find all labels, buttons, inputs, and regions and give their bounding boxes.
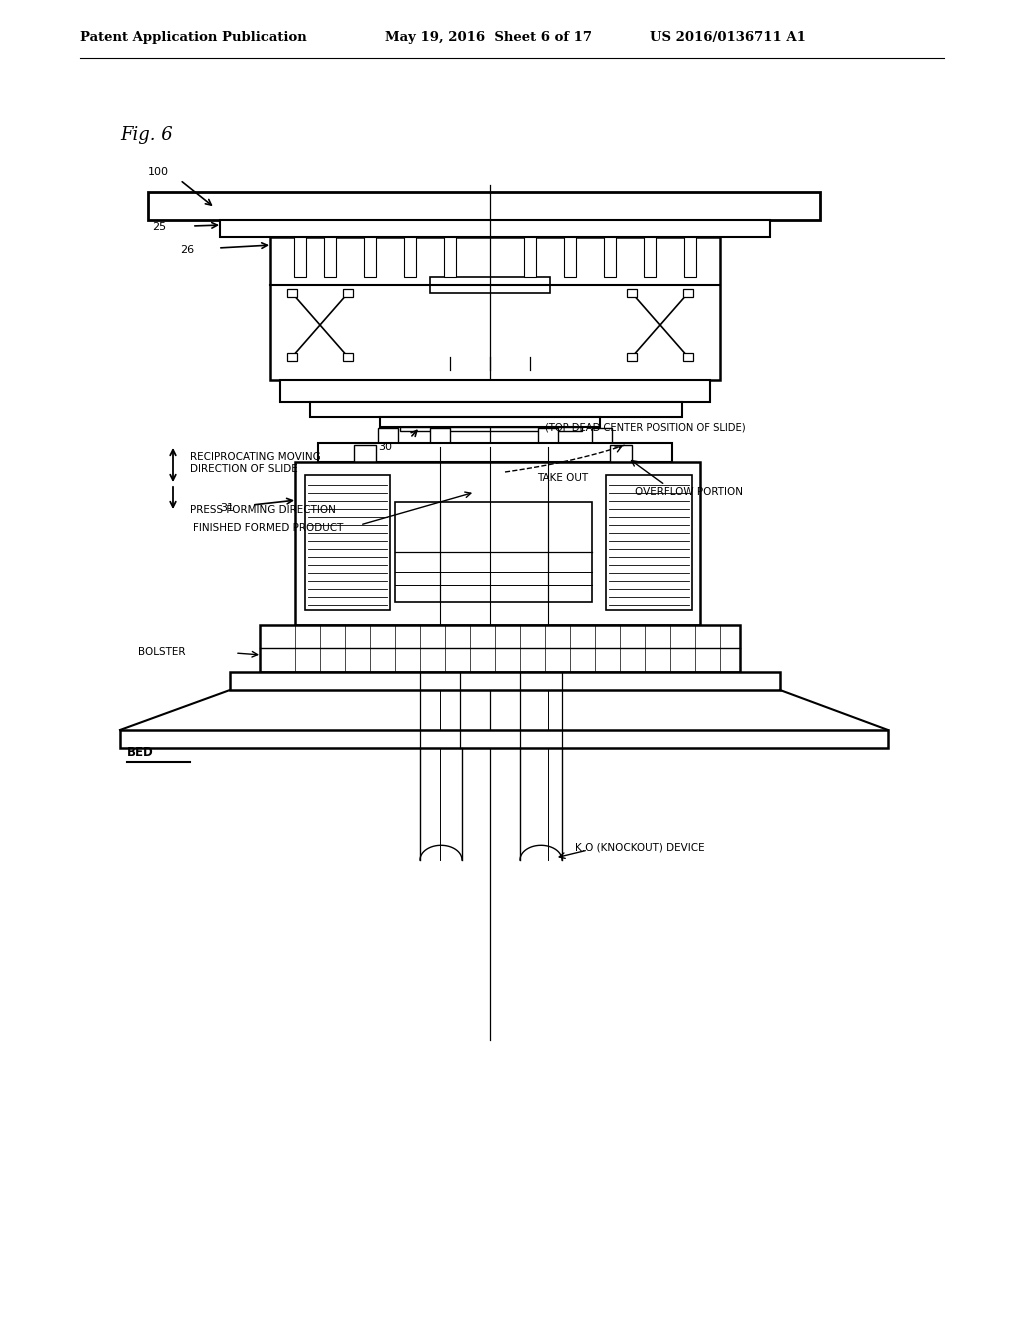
Text: BOLSTER: BOLSTER [138, 647, 185, 657]
Bar [444, 238, 456, 277]
Text: Fig. 6: Fig. 6 [120, 125, 173, 144]
Bar [270, 238, 720, 380]
Bar [627, 352, 637, 360]
Bar [538, 428, 558, 444]
Text: OVERFLOW PORTION: OVERFLOW PORTION [635, 487, 743, 498]
Bar [318, 444, 672, 462]
Bar [627, 289, 637, 297]
Text: 26: 26 [180, 246, 195, 255]
Text: Patent Application Publication: Patent Application Publication [80, 30, 307, 44]
Bar [280, 380, 710, 403]
Bar [148, 191, 820, 220]
Bar [684, 238, 696, 277]
Bar [610, 445, 632, 462]
Text: 25: 25 [152, 222, 166, 232]
Bar [683, 289, 693, 297]
Bar [343, 352, 353, 360]
Bar [380, 417, 600, 426]
Bar [524, 238, 536, 277]
Text: DIRECTION OF SLIDE: DIRECTION OF SLIDE [190, 465, 298, 474]
Bar [324, 238, 336, 277]
Bar [644, 238, 656, 277]
Text: May 19, 2016  Sheet 6 of 17: May 19, 2016 Sheet 6 of 17 [385, 30, 592, 44]
Bar [395, 475, 590, 492]
Bar [564, 238, 575, 277]
Bar [604, 238, 616, 277]
Bar [343, 289, 353, 297]
Text: BED: BED [127, 746, 154, 759]
Bar [220, 220, 770, 238]
Bar [364, 238, 376, 277]
Bar [310, 403, 682, 417]
Text: 31: 31 [220, 503, 234, 513]
Bar [683, 352, 693, 360]
Bar [430, 277, 550, 293]
Text: 30: 30 [378, 442, 392, 451]
Bar [400, 426, 582, 432]
Bar [378, 428, 398, 444]
Bar [354, 445, 376, 462]
Text: 100: 100 [148, 168, 169, 177]
Text: RECIPROCATING MOVING: RECIPROCATING MOVING [190, 451, 321, 462]
Bar [287, 352, 297, 360]
Bar [330, 462, 660, 475]
Text: US 2016/0136711 A1: US 2016/0136711 A1 [650, 30, 806, 44]
Text: PRESS FORMING DIRECTION: PRESS FORMING DIRECTION [190, 506, 336, 515]
Text: (TOP DEAD CENTER POSITION OF SLIDE): (TOP DEAD CENTER POSITION OF SLIDE) [545, 422, 745, 433]
Text: FINISHED FORMED PRODUCT: FINISHED FORMED PRODUCT [193, 523, 343, 533]
Bar [404, 238, 416, 277]
Bar [120, 730, 888, 748]
Text: TAKE OUT: TAKE OUT [537, 473, 588, 483]
Bar [592, 428, 612, 444]
Bar [395, 502, 592, 602]
Bar [430, 428, 450, 444]
Bar [230, 672, 780, 690]
Bar [295, 462, 700, 624]
Bar [305, 475, 390, 610]
Bar [294, 238, 306, 277]
Text: K.O (KNOCKOUT) DEVICE: K.O (KNOCKOUT) DEVICE [575, 843, 705, 853]
Bar [260, 624, 740, 672]
Bar [287, 289, 297, 297]
Bar [408, 492, 578, 502]
Bar [606, 475, 692, 610]
